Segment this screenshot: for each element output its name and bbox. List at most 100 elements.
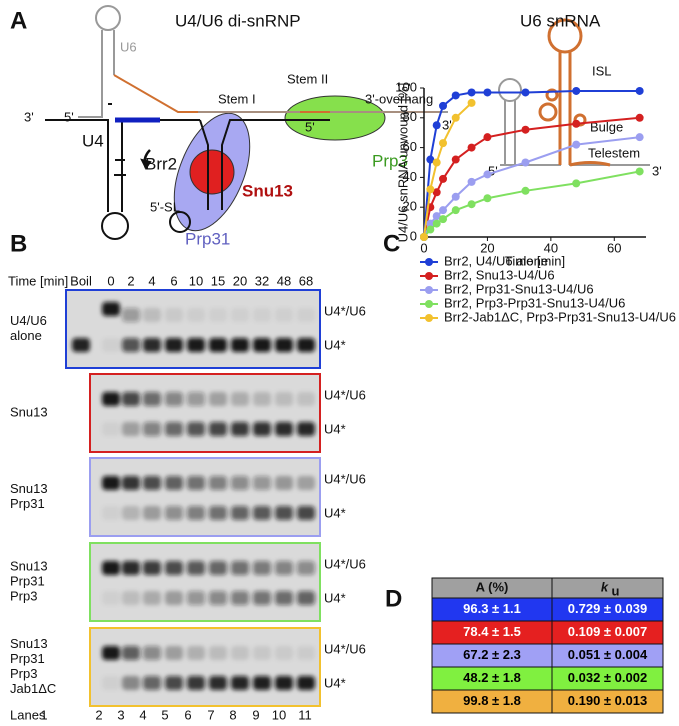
time-label: 48 xyxy=(277,273,291,288)
band xyxy=(297,392,315,406)
band xyxy=(297,422,315,436)
legend-label: Brr2, U4/U6 alone xyxy=(444,253,548,268)
header-cell: A (%) xyxy=(476,579,509,594)
legend-label: Brr2, Prp3-Prp31-Snu13-U4/U6 xyxy=(444,295,625,310)
label: 5' xyxy=(64,109,74,124)
band xyxy=(253,422,271,436)
band xyxy=(187,506,205,520)
data-point xyxy=(451,155,460,164)
band xyxy=(275,646,293,660)
lane-number: 8 xyxy=(229,707,236,722)
data-point xyxy=(451,192,460,201)
band xyxy=(102,676,120,690)
band-label: U4*/U6 xyxy=(324,641,366,656)
legend-marker xyxy=(425,314,433,322)
gel xyxy=(65,289,321,369)
data-point xyxy=(521,186,530,195)
table-cell: 96.3 ± 1.1 xyxy=(463,601,521,616)
label: U4 xyxy=(82,131,104,150)
diagram-a xyxy=(45,5,650,240)
band xyxy=(253,591,271,605)
data-point xyxy=(439,206,448,215)
band xyxy=(275,422,293,436)
lane-number: 6 xyxy=(184,707,191,722)
band xyxy=(297,338,315,352)
band xyxy=(253,561,271,575)
legend-label: Brr2, Prp31-Snu13-U4/U6 xyxy=(444,281,594,296)
table-cell: 0.032 ± 0.002 xyxy=(568,670,647,685)
band xyxy=(122,422,140,436)
band xyxy=(209,561,227,575)
lane-number: 4 xyxy=(139,707,146,722)
band xyxy=(231,591,249,605)
condition-label: alone xyxy=(10,328,42,343)
condition-label: Prp31 xyxy=(10,496,45,511)
table-cell: 67.2 ± 2.3 xyxy=(463,647,521,662)
data-point xyxy=(635,167,644,176)
data-point xyxy=(426,219,435,228)
y-tick-label: 60 xyxy=(403,139,417,154)
label: Prp3 xyxy=(372,151,408,170)
band xyxy=(72,308,90,322)
label: Snu13 xyxy=(242,181,293,200)
title: U6 snRNA xyxy=(520,11,601,30)
time-label: 10 xyxy=(189,273,203,288)
band xyxy=(187,646,205,660)
series-line xyxy=(423,89,640,238)
band xyxy=(275,338,293,352)
band xyxy=(187,476,205,490)
label: 5' xyxy=(488,163,498,178)
gel-bands xyxy=(102,646,315,690)
data-point xyxy=(432,158,441,167)
band xyxy=(275,476,293,490)
legend-marker xyxy=(425,286,433,294)
label: 5' xyxy=(305,119,315,134)
band xyxy=(275,591,293,605)
band xyxy=(165,308,183,322)
band xyxy=(209,676,227,690)
condition-label: Prp3 xyxy=(10,666,37,681)
lane-number: 10 xyxy=(272,707,286,722)
band xyxy=(165,676,183,690)
data-point xyxy=(521,125,530,134)
lane-number: 3 xyxy=(117,707,124,722)
band-label: U4* xyxy=(324,421,346,436)
label: Time [min] xyxy=(8,273,68,288)
data-point xyxy=(572,119,581,128)
band xyxy=(209,308,227,322)
band-label: U4*/U6 xyxy=(324,556,366,571)
table-cell: 99.8 ± 1.8 xyxy=(463,693,521,708)
data-point xyxy=(432,188,441,197)
data-point xyxy=(432,219,441,228)
series-line xyxy=(423,170,640,238)
band xyxy=(143,561,161,575)
data-point xyxy=(572,179,581,188)
label: Stem I xyxy=(218,91,256,106)
time-label: 6 xyxy=(170,273,177,288)
band xyxy=(253,646,271,660)
band xyxy=(231,308,249,322)
band xyxy=(102,646,120,660)
data-point xyxy=(426,225,435,234)
time-label: 0 xyxy=(107,273,114,288)
band xyxy=(297,561,315,575)
condition-label: Snu13 xyxy=(10,481,48,496)
x-tick-label: 40 xyxy=(544,240,558,255)
x-axis-label: Time [min] xyxy=(505,253,565,268)
band xyxy=(122,476,140,490)
gel-bands xyxy=(102,561,315,605)
band-label: U4* xyxy=(324,675,346,690)
data-point xyxy=(426,155,435,164)
band xyxy=(102,302,120,316)
band xyxy=(72,338,90,352)
data-point xyxy=(432,121,441,130)
band xyxy=(297,308,315,322)
band xyxy=(143,646,161,660)
band xyxy=(102,591,120,605)
band xyxy=(102,506,120,520)
label: Bulge xyxy=(590,119,623,134)
x-tick-label: 0 xyxy=(420,240,427,255)
lane-number: 7 xyxy=(207,707,214,722)
band xyxy=(297,476,315,490)
